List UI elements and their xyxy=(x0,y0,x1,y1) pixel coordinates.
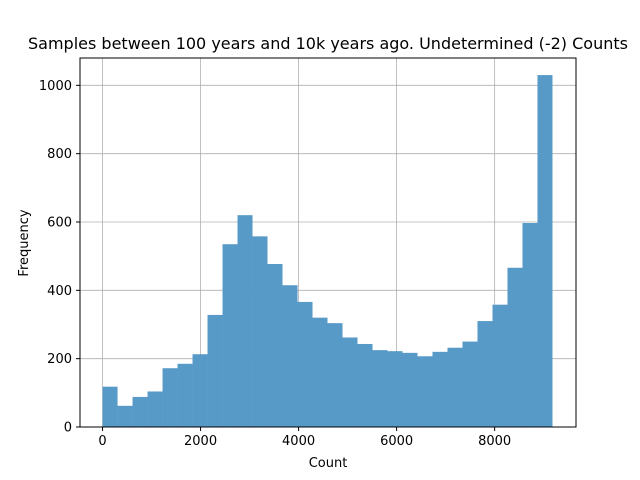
y-tick-label: 800 xyxy=(47,147,72,162)
x-tick-label: 4000 xyxy=(282,434,315,449)
histogram-bar xyxy=(267,264,283,427)
histogram-bar xyxy=(447,347,463,427)
histogram-bar xyxy=(357,343,373,427)
histogram-bar xyxy=(117,405,133,427)
y-tick-label: 0 xyxy=(64,421,72,436)
histogram-bar xyxy=(222,244,238,427)
histogram-bar xyxy=(297,301,313,427)
x-tick-label: 6000 xyxy=(380,434,413,449)
histogram-bar xyxy=(102,386,118,427)
histogram-bar xyxy=(282,285,298,427)
histogram-bar xyxy=(192,354,208,427)
histogram-bar xyxy=(432,351,448,427)
x-axis-label: Count xyxy=(309,456,348,471)
histogram-bar xyxy=(417,356,433,427)
histogram-bar xyxy=(537,75,553,427)
histogram-bar xyxy=(237,215,253,427)
histogram-bar xyxy=(132,396,148,427)
histogram-bar xyxy=(252,236,268,427)
grid xyxy=(80,58,576,428)
histogram-bar xyxy=(312,317,328,427)
histogram-bar xyxy=(162,368,178,427)
histogram-bar xyxy=(327,323,343,427)
histogram-bar xyxy=(402,352,418,427)
bars xyxy=(102,75,553,427)
plot-frame xyxy=(79,57,577,428)
histogram-bar xyxy=(147,391,163,427)
y-tick-label: 1000 xyxy=(39,79,72,94)
y-tick-label: 600 xyxy=(47,216,72,231)
histogram-bar xyxy=(522,223,538,427)
histogram-bar xyxy=(507,267,523,427)
x-tick-label: 2000 xyxy=(184,434,217,449)
x-tick-label: 0 xyxy=(98,434,106,449)
chart-title: Samples between 100 years and 10k years … xyxy=(28,34,628,53)
x-tick-label: 8000 xyxy=(478,434,511,449)
histogram-bar xyxy=(207,314,223,427)
histogram-bar xyxy=(492,304,508,427)
histogram-bar xyxy=(177,363,193,427)
y-ticks: 0 200 400 600 800 1000 xyxy=(39,79,80,436)
y-tick-label: 400 xyxy=(47,284,72,299)
x-ticks: 0 2000 4000 6000 8000 xyxy=(98,427,511,449)
histogram-bar xyxy=(477,321,493,427)
y-tick-label: 200 xyxy=(47,352,72,367)
histogram-bar xyxy=(462,341,478,427)
y-axis-label: Frequency xyxy=(17,209,32,276)
histogram-bar xyxy=(342,337,358,427)
histogram-bar xyxy=(372,350,388,427)
histogram-bar xyxy=(387,351,403,427)
